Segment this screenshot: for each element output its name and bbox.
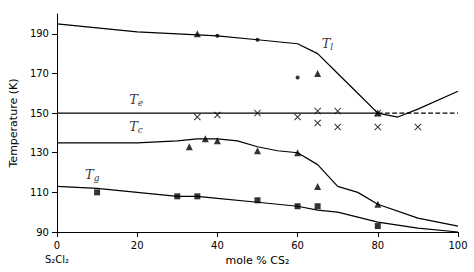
svg-text:e: e [138,98,143,108]
svg-text:20: 20 [131,240,144,251]
svg-text:0: 0 [54,240,60,251]
svg-text:T: T [85,167,94,182]
svg-text:g: g [94,173,100,183]
svg-text:150: 150 [30,108,49,119]
svg-text:170: 170 [30,68,49,79]
svg-text:T: T [129,119,138,135]
svg-text:Temperature (K): Temperature (K) [7,79,20,169]
svg-text:T: T [321,36,331,52]
svg-text:100: 100 [448,240,467,251]
svg-text:c: c [138,125,143,135]
svg-text:l: l [330,42,333,52]
svg-text:40: 40 [211,240,224,251]
svg-text:80: 80 [371,240,384,251]
svg-text:60: 60 [291,240,304,251]
svg-text:S₂Cl₂: S₂Cl₂ [45,254,69,265]
svg-text:mole % CS₂: mole % CS₂ [226,254,290,267]
svg-text:190: 190 [30,28,49,39]
svg-text:T: T [129,91,138,107]
svg-text:90: 90 [36,227,49,238]
svg-text:110: 110 [30,187,49,198]
svg-text:130: 130 [30,147,49,158]
